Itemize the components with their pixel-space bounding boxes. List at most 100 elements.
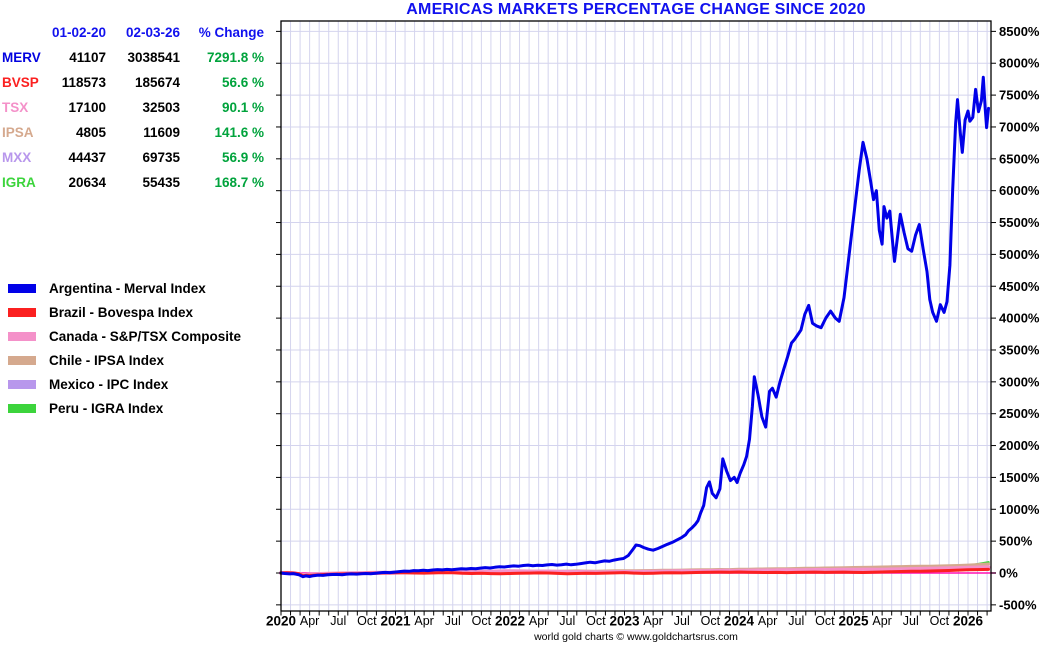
header-pct-change: % Change: [198, 25, 264, 40]
chart-footer: world gold charts © www.goldchartsrus.co…: [534, 631, 738, 643]
x-axis-label: 2025: [838, 614, 869, 629]
symbol-label: TSX: [2, 100, 29, 115]
x-axis-label: Jul: [903, 614, 919, 628]
x-axis-label: Apr: [300, 614, 319, 628]
table-row: IGRA 20634 55435 168.7 %: [2, 170, 264, 195]
table-row: BVSP 118573 185674 56.6 %: [2, 70, 264, 95]
x-axis-label: Jul: [445, 614, 461, 628]
y-axis-label: 2000%: [999, 438, 1040, 453]
legend-label: Canada - S&P/TSX Composite: [49, 328, 242, 344]
x-axis-label: Oct: [357, 614, 377, 628]
x-axis-label: Apr: [872, 614, 891, 628]
symbol-label: BVSP: [2, 75, 39, 90]
chart-legend: Argentina - Merval Index Brazil - Bovespa…: [8, 276, 241, 420]
pct-change-value: 90.1 %: [221, 100, 264, 115]
legend-swatch: [8, 331, 36, 341]
legend-label: Brazil - Bovespa Index: [49, 304, 194, 320]
start-value: 4805: [75, 125, 106, 140]
table-row: IPSA 4805 11609 141.6 %: [2, 120, 264, 145]
pct-change-value: 141.6 %: [214, 125, 264, 140]
legend-swatch: [8, 379, 36, 389]
y-axis-label: 4000%: [999, 311, 1040, 326]
plot-border: [280, 20, 992, 612]
x-axis-label: Oct: [472, 614, 492, 628]
y-axis-label: 500%: [999, 534, 1033, 549]
table-row: TSX 17100 32503 90.1 %: [2, 95, 264, 120]
legend-label: Argentina - Merval Index: [49, 280, 206, 296]
quote-table-rows: MERV 41107 3038541 7291.8 % BVSP 118573 185674…: [2, 45, 264, 195]
y-axis-label: -500%: [999, 597, 1037, 612]
header-end-date: 02-03-26: [125, 25, 180, 40]
x-axis-label: 2026: [953, 614, 984, 629]
symbol-label: MXX: [2, 150, 32, 165]
symbol-label: MERV: [2, 50, 41, 65]
pct-change-value: 56.6 %: [221, 75, 264, 90]
pct-change-value: 56.9 %: [221, 150, 264, 165]
y-axis-label: 8000%: [999, 56, 1040, 71]
x-axis-label: 2022: [495, 614, 525, 629]
y-axis-label: 1500%: [999, 470, 1040, 485]
start-value: 44437: [68, 150, 106, 165]
end-value: 69735: [142, 150, 180, 165]
x-axis-label: 2020: [266, 614, 296, 629]
symbol-label: IGRA: [2, 175, 36, 190]
x-axis-label: Oct: [815, 614, 835, 628]
x-axis-label: Apr: [758, 614, 777, 628]
legend-label: Chile - IPSA Index: [49, 352, 165, 368]
symbol-label: IPSA: [2, 125, 34, 140]
legend-label: Mexico - IPC Index: [49, 376, 169, 392]
x-axis-label: Jul: [559, 614, 575, 628]
x-axis-label: Jul: [788, 614, 804, 628]
x-axis-label: Oct: [586, 614, 606, 628]
y-axis-label: 2500%: [999, 406, 1040, 421]
table-row: MERV 41107 3038541 7291.8 %: [2, 45, 264, 70]
legend-label: Peru - IGRA Index: [49, 400, 164, 416]
end-value: 185674: [134, 75, 180, 90]
y-axis-label: 8500%: [999, 24, 1040, 39]
y-axis-label: 5500%: [999, 215, 1040, 230]
chart-title: AMERICAS MARKETS PERCENTAGE CHANGE SINCE…: [406, 1, 866, 18]
x-axis-label: Apr: [643, 614, 662, 628]
legend-item: Peru - IGRA Index: [8, 396, 241, 420]
start-value: 41107: [69, 50, 106, 65]
y-axis-label: 1000%: [999, 502, 1040, 517]
end-value: 3038541: [127, 50, 180, 65]
x-axis-label: Apr: [414, 614, 433, 628]
legend-swatch: [8, 355, 36, 365]
x-axis-label: Apr: [529, 614, 548, 628]
start-value: 20634: [68, 175, 106, 190]
y-axis-label: 7000%: [999, 119, 1040, 134]
y-axis-label: 5000%: [999, 247, 1040, 262]
x-axis-label: 2021: [380, 614, 411, 629]
legend-swatch: [8, 403, 36, 413]
y-axis-label: 3500%: [999, 342, 1040, 357]
y-axis-label: 6000%: [999, 183, 1040, 198]
quote-table-header: 01-02-20 02-03-26 % Change: [46, 24, 264, 41]
series-line: [279, 75, 990, 579]
x-axis-label: Oct: [930, 614, 950, 628]
y-axis-label: 6500%: [999, 151, 1040, 166]
end-value: 11609: [143, 125, 180, 140]
y-axis-label: 0%: [999, 566, 1018, 581]
header-start-date: 01-02-20: [51, 25, 106, 40]
table-row: MXX 44437 69735 56.9 %: [2, 145, 264, 170]
y-axis-label: 4500%: [999, 279, 1040, 294]
end-value: 32503: [142, 100, 180, 115]
y-axis-label: 7500%: [999, 88, 1040, 103]
x-axis-label: Oct: [701, 614, 721, 628]
legend-item: Argentina - Merval Index: [8, 276, 241, 300]
legend-item: Mexico - IPC Index: [8, 372, 241, 396]
legend-item: Brazil - Bovespa Index: [8, 300, 241, 324]
x-axis-label: Jul: [330, 614, 346, 628]
pct-change-value: 168.7 %: [214, 175, 264, 190]
x-axis-label: Jul: [674, 614, 690, 628]
end-value: 55435: [142, 175, 180, 190]
legend-swatch: [8, 283, 36, 293]
x-axis-label: 2024: [724, 614, 755, 629]
legend-item: Canada - S&P/TSX Composite: [8, 324, 241, 348]
pct-change-value: 7291.8 %: [206, 50, 264, 65]
x-axis-label: 2023: [609, 614, 640, 629]
y-axis-label: 3000%: [999, 374, 1040, 389]
legend-swatch: [8, 307, 36, 317]
